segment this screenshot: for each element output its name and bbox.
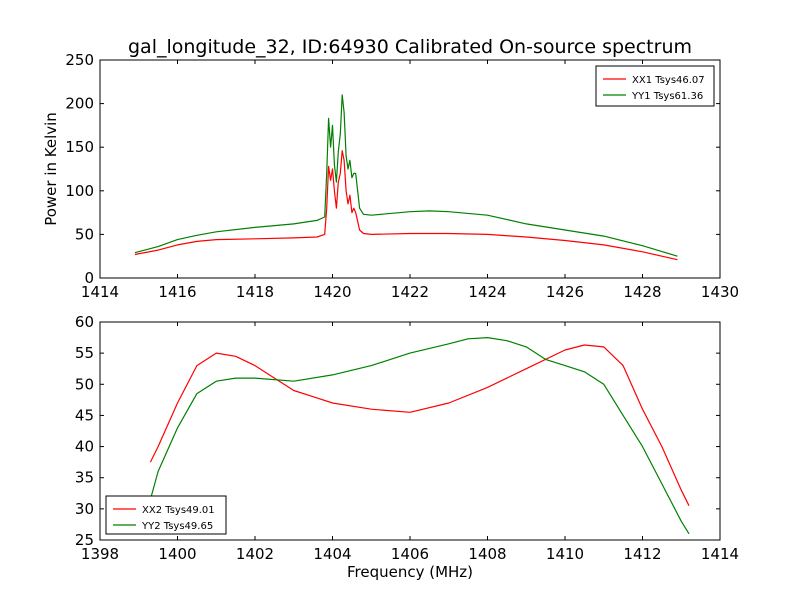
x-tick-label: 1422	[391, 283, 429, 301]
legend: XX2 Tsys49.01 YY2 Tsys49.65	[105, 495, 227, 535]
y-axis-label: Power in Kelvin	[42, 112, 60, 226]
series-line-yy	[149, 337, 690, 535]
x-tick-label: 1408	[468, 545, 506, 563]
x-tick-label: 1418	[236, 283, 274, 301]
x-tick-label: 1428	[623, 283, 661, 301]
legend: XX1 Tsys46.07 YY1 Tsys61.36	[595, 65, 715, 107]
legend-box	[595, 65, 715, 107]
x-tick-label: 1400	[158, 545, 196, 563]
x-tick-label: 1420	[313, 283, 351, 301]
y-tick-label: 150	[65, 138, 94, 156]
y-tick-label: 200	[65, 95, 94, 113]
x-tick-label: 1414	[701, 545, 739, 563]
x-tick-label: 1414	[81, 283, 119, 301]
x-tick-label: 1430	[701, 283, 739, 301]
y-tick-label: 0	[84, 269, 94, 287]
series-line-xx	[134, 150, 678, 261]
x-tick-label: 1412	[623, 545, 661, 563]
figure-title: gal_longitude_32, ID:64930 Calibrated On…	[128, 36, 692, 58]
x-tick-label: 1424	[468, 283, 506, 301]
y-tick-label: 100	[65, 182, 94, 200]
y-tick-label: 40	[75, 438, 94, 456]
series-line-xx	[149, 344, 690, 506]
legend-entry-label: YY1 Tsys61.36	[631, 91, 703, 102]
x-tick-label: 1426	[546, 283, 584, 301]
y-tick-label: 250	[65, 51, 94, 69]
y-tick-label: 50	[75, 375, 94, 393]
bottom-spectrum-plot: 1398 1400 1402 1404 1406 1408 1410 1412 1414 25 30…	[75, 313, 739, 581]
x-tick-label: 1410	[546, 545, 584, 563]
legend-entry-label: XX2 Tsys49.01	[142, 505, 215, 516]
legend-entry-label: XX1 Tsys46.07	[632, 75, 705, 86]
y-tick-label: 50	[75, 225, 94, 243]
y-tick-label: 55	[75, 344, 94, 362]
y-tick-label: 35	[75, 469, 94, 487]
x-tick-label: 1406	[391, 545, 429, 563]
y-tick-label: 30	[75, 500, 94, 518]
y-tick-label: 25	[75, 531, 94, 549]
legend-entry-label: YY2 Tsys49.65	[141, 521, 213, 532]
x-tick-label: 1416	[158, 283, 196, 301]
series-line-yy	[134, 94, 678, 257]
x-tick-label: 1402	[236, 545, 274, 563]
top-spectrum-plot: 1414 1416 1418 1420 1422 1424 1426 1428 1430 0 50 1…	[42, 51, 739, 301]
x-tick-label: 1404	[313, 545, 351, 563]
y-tick-label: 60	[75, 313, 94, 331]
x-tick-label: 1398	[81, 545, 119, 563]
x-axis-label: Frequency (MHz)	[347, 563, 473, 581]
legend-box	[105, 495, 227, 535]
y-tick-label: 45	[75, 406, 94, 424]
